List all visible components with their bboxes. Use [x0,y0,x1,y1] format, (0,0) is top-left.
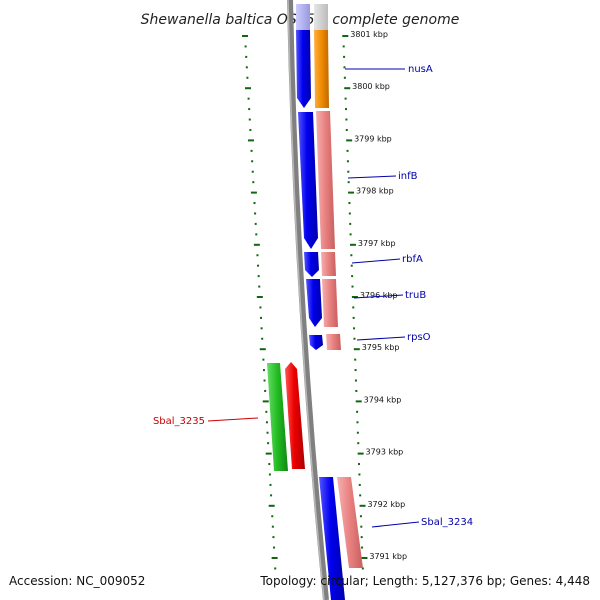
gene-arrow-nusA[interactable] [296,30,311,108]
tick-label-3795: 3795 kbp [362,343,400,352]
kbp-tick-labels: 3801 kbp 3800 kbp 3799 kbp 3798 kbp 3797 kbp… [350,30,407,561]
leader-line-truB [353,294,404,299]
cds-block-pink-5 [337,477,363,568]
tick-label-3797: 3797 kbp [358,239,396,248]
tick-label-3793: 3793 kbp [366,448,404,457]
leader-line-infB [347,175,397,179]
leader-line-rpsO [356,336,406,341]
gene-arrow-rpsO[interactable] [309,335,323,350]
gene-arrow-Sbal_3234[interactable] [319,477,345,600]
tick-label-3794: 3794 kbp [364,395,402,404]
tick-label-3791: 3791 kbp [369,552,407,561]
leader-line-rbfA [351,258,401,264]
gene-block-green [267,363,288,471]
tick-label-3799: 3799 kbp [354,134,392,143]
tick-label-3796: 3796 kbp [360,291,398,300]
gene-label-Sbal_3235[interactable]: Sbal_3235 [153,416,205,427]
gene-label-rbfA[interactable]: rbfA [402,254,423,265]
gene-label-infB[interactable]: infB [398,171,418,182]
gene-arrow-truB[interactable] [306,279,322,327]
gene-arrow-Sbal_3235[interactable] [285,362,305,469]
tick-label-3792: 3792 kbp [367,500,405,509]
accession-text: Accession: NC_009052 [9,574,145,588]
genome-axis [287,0,329,600]
tick-label-3801: 3801 kbp [350,30,388,39]
strand-stub-pale [296,4,310,30]
gene-label-truB[interactable]: truB [405,290,426,301]
leader-line-Sbal_3235 [207,417,259,422]
genome-summary-text: Topology: circular; Length: 5,127,376 bp… [259,574,590,588]
gene-arrow-infB[interactable] [298,112,318,249]
rna-block-orange [314,30,329,108]
gene-label-rpsO[interactable]: rpsO [407,332,431,343]
tick-label-3798: 3798 kbp [356,187,394,196]
left-dotted-track [242,35,278,570]
gene-arrow-rbfA[interactable] [304,252,319,277]
genome-axis-highlight [287,0,325,600]
gene-label-nusA[interactable]: nusA [408,64,433,75]
cds-block-pink-1 [316,111,335,249]
right-dotted-track [342,35,368,570]
leader-line-Sbal_3234 [371,521,420,528]
tick-label-3800: 3800 kbp [352,82,390,91]
cds-block-pink-2 [321,252,336,276]
cds-block-pink-4 [326,334,341,350]
gene-label-Sbal_3234[interactable]: Sbal_3234 [421,517,473,528]
cds-block-pink-3 [322,279,338,327]
strand-stub-grey [314,4,328,30]
